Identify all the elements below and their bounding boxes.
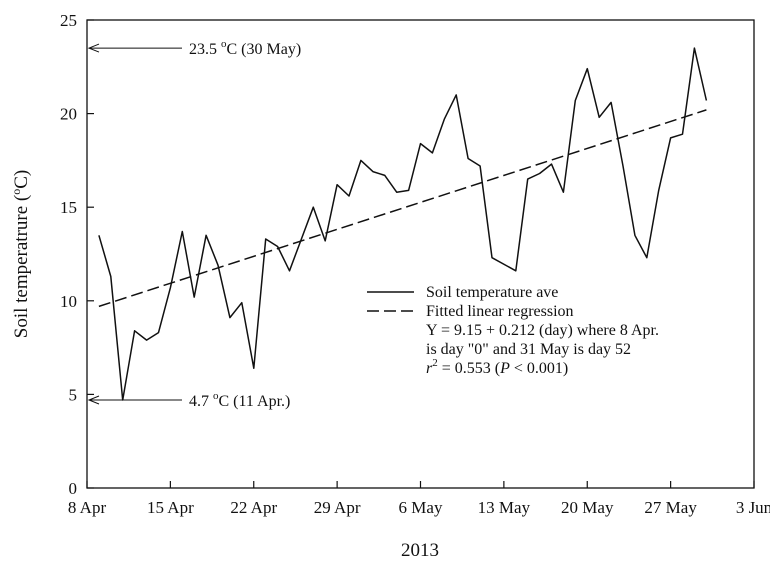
legend-label: Fitted linear regression: [426, 303, 574, 320]
x-tick-label: 22 Apr: [230, 498, 277, 517]
x-tick-label: 6 May: [399, 498, 443, 517]
legend-label: Soil temperature ave: [426, 284, 558, 301]
regression-equation: Y = 9.15 + 0.212 (day) where 8 Apr.: [426, 322, 659, 339]
arrow-head: [87, 395, 100, 405]
x-axis-label: 2013: [401, 540, 439, 561]
r-squared: r2 = 0.553 (P < 0.001): [426, 357, 568, 377]
y-tick-label: 10: [60, 292, 77, 311]
annotation-max: 23.5 oC (30 May): [87, 38, 301, 58]
y-axis: 0 5 10 15 20 25: [60, 11, 94, 498]
y-tick-label: 25: [60, 11, 77, 30]
y-tick-label: 20: [60, 105, 77, 124]
x-tick-label: 15 Apr: [147, 498, 194, 517]
x-tick-label: 3 Jun: [736, 498, 770, 517]
y-tick-label: 5: [69, 385, 78, 404]
legend: Soil temperature ave Fitted linear regres…: [367, 284, 659, 377]
temperature-line: [98, 47, 708, 401]
y-tick-label: 15: [60, 198, 77, 217]
x-tick-label: 27 May: [644, 498, 697, 517]
x-tick-label: 20 May: [561, 498, 614, 517]
arrow-head: [87, 43, 100, 53]
regression-line: [98, 109, 707, 308]
annotation-min: 4.7 oC (11 Apr.): [87, 390, 290, 410]
x-tick-label: 13 May: [478, 498, 531, 517]
x-tick-label: 8 Apr: [68, 498, 107, 517]
y-tick-label: 0: [69, 479, 78, 498]
annotations: 23.5 oC (30 May) 4.7 oC (11 Apr.): [87, 38, 301, 410]
y-axis-label: Soil temperatrure (oC): [9, 170, 32, 339]
x-axis: 8 Apr 15 Apr 22 Apr 29 Apr 6 May 13 May 20 May…: [68, 481, 770, 517]
annotation-label: 4.7 oC (11 Apr.): [189, 390, 290, 410]
x-tick-label: 29 Apr: [314, 498, 361, 517]
series-layer: [98, 47, 708, 401]
annotation-label: 23.5 oC (30 May): [189, 38, 301, 58]
regression-equation: is day "0" and 31 May is day 52: [426, 341, 631, 358]
